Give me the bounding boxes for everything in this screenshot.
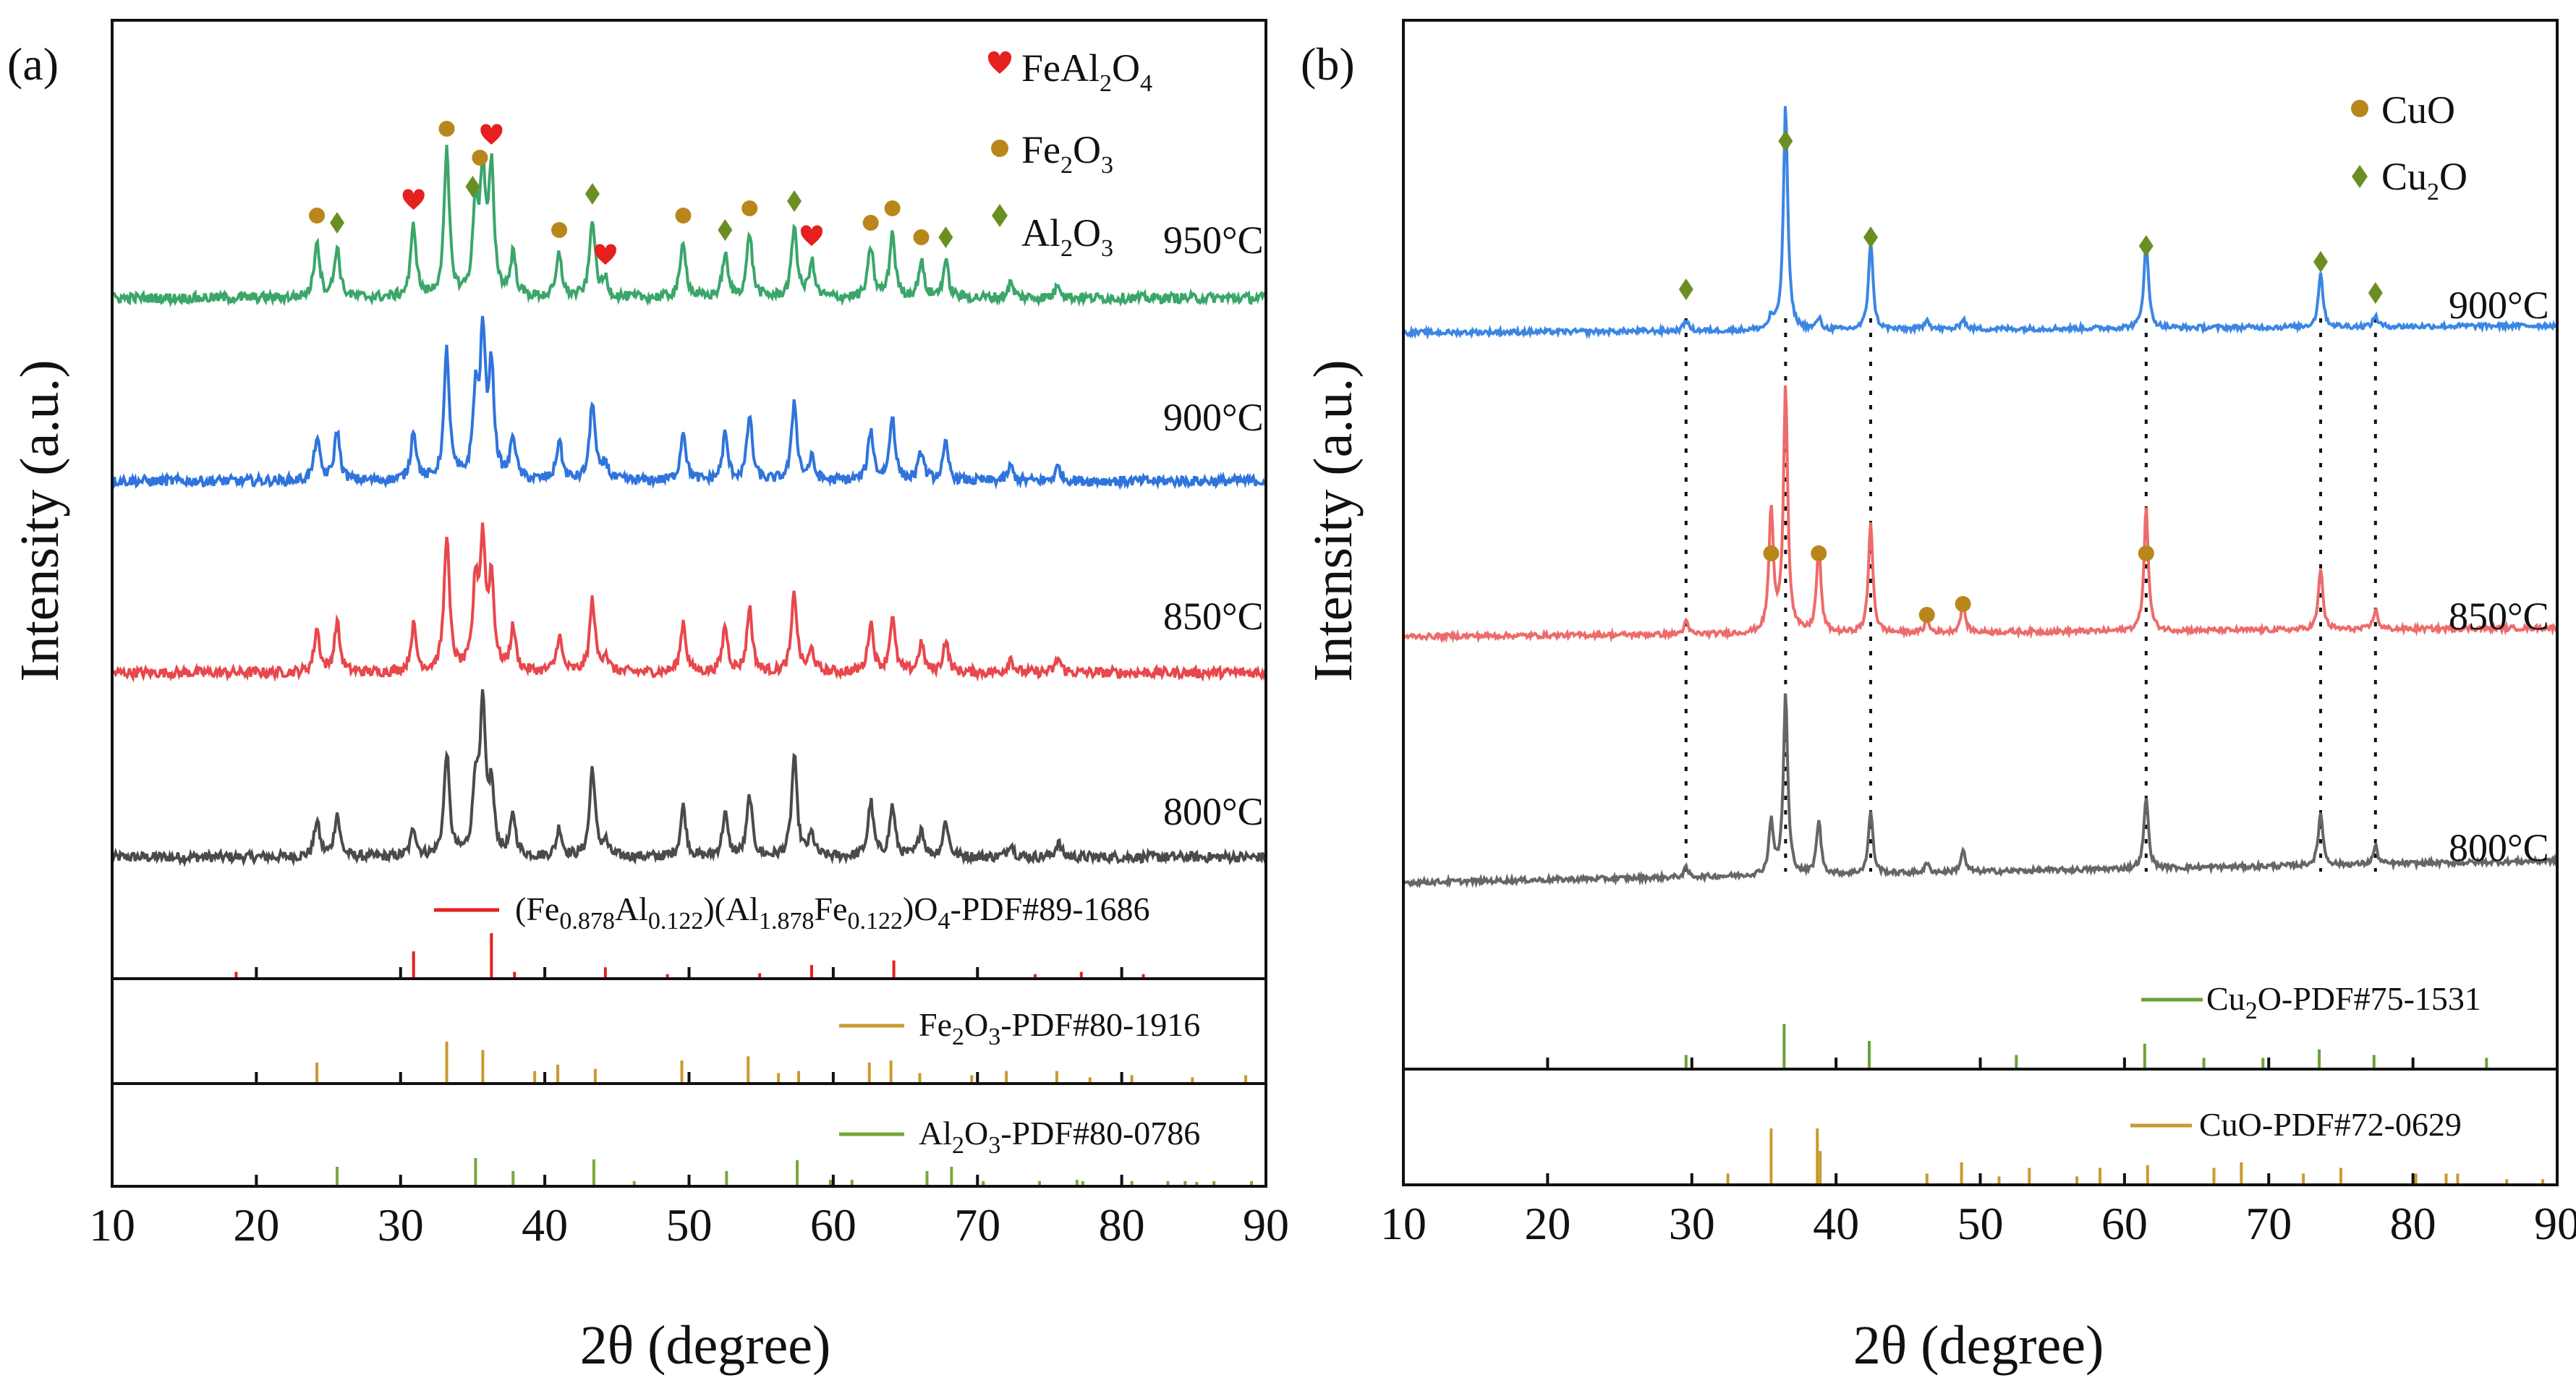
- panel-a-marker-heart-6: [480, 124, 503, 145]
- panel-b-marker-circle-3: [1955, 596, 1971, 612]
- panel-b-x-ticks: 10 20 30 40 50 60 70 80 90: [1380, 1058, 2576, 1249]
- panel-a-tick-label-40: 40: [522, 1199, 568, 1251]
- legend-item-feal2o4: FeAl2O4: [1021, 46, 1152, 97]
- panel-b-xlabel: 2θ (degree): [1853, 1315, 2104, 1376]
- legend-item-al2o3: Al2O3: [1021, 211, 1113, 262]
- panel-a-curve-900°C: [111, 315, 1267, 490]
- panel-a-tick-label-30: 30: [378, 1199, 424, 1251]
- legend-circle-icon: [2351, 100, 2368, 117]
- panel-a-marker-diamond-13: [787, 190, 802, 212]
- panel-a-marker-circle-15: [862, 215, 879, 231]
- panel-a-peak-markers: [309, 121, 953, 265]
- panel-b-marker-circle-2: [1918, 607, 1935, 623]
- panel-a-marker-circle-10: [675, 208, 692, 224]
- panel-a-tick-label-60: 60: [810, 1199, 856, 1251]
- panel-b-tick-label-60: 60: [2101, 1198, 2148, 1249]
- panel-b-marker-circle-0: [1763, 545, 1780, 561]
- panel-a-x-ticks: 10 20 30 40 50 60 70 80 90: [89, 967, 1289, 1251]
- panel-b-reference-patterns: [1684, 1024, 2545, 1185]
- panel-b-tick-label-70: 70: [2245, 1198, 2292, 1249]
- panel-b-marker-diamond-0: [1678, 278, 1693, 300]
- panel-a-marker-circle-3: [438, 121, 455, 137]
- panel-a-tick-label-50: 50: [666, 1199, 713, 1251]
- panel-b-peak-markers: [1678, 130, 2383, 623]
- panel-a-tick-label-80: 80: [1099, 1199, 1145, 1251]
- panel-b-curve-900°C: [1402, 106, 2559, 340]
- panel-b-curve-label-800: 800°C: [2449, 826, 2549, 869]
- panel-a-marker-circle-16: [884, 200, 901, 216]
- panel-a-marker-circle-17: [913, 229, 930, 245]
- panel-a-legend: FeAl2O4 Fe2O3 Al2O3: [987, 46, 1152, 262]
- panel-a-marker-diamond-11: [718, 219, 733, 241]
- legend-item-fe2o3: Fe2O3: [1021, 128, 1113, 179]
- panel-a-marker-diamond-4: [465, 176, 480, 197]
- panel-a-marker-heart-9: [594, 244, 616, 265]
- panel-b-tick-label-40: 40: [1813, 1198, 1859, 1249]
- panel-b-tick-label-20: 20: [1524, 1198, 1570, 1249]
- panel-a-marker-circle-12: [741, 200, 758, 216]
- panel-a-marker-heart-2: [402, 189, 425, 210]
- panel-a-curves: [111, 145, 1267, 868]
- panel-b: (b) Intensity (a.u.) 2θ (degree) 900°C 8…: [1301, 19, 2576, 1376]
- panel-b-marker-diamond-4: [2313, 251, 2329, 273]
- panel-b-dotted-guides: [1684, 318, 2377, 872]
- panel-a-curve-label-850: 850°C: [1163, 595, 1264, 638]
- panel-b-marker-diamond-1: [1778, 130, 1793, 152]
- panel-b-label: (b): [1301, 38, 1355, 90]
- panel-a-curve-label-900: 900°C: [1163, 396, 1264, 439]
- panel-b-curve-800°C: [1402, 693, 2559, 889]
- panel-a-tick-label-70: 70: [954, 1199, 1000, 1251]
- panel-a-tick-label-90: 90: [1243, 1199, 1289, 1251]
- panel-a-marker-diamond-18: [938, 226, 953, 248]
- panel-a-marker-circle-5: [472, 150, 488, 166]
- panel-b-curve-label-850: 850°C: [2449, 595, 2549, 638]
- panel-b-marker-diamond-2: [1863, 226, 1878, 248]
- panel-b-marker-diamond-5: [2368, 282, 2383, 304]
- panel-a-ylabel: Intensity (a.u.): [9, 360, 70, 681]
- legend-heart-icon: [987, 51, 1012, 74]
- panel-a: (a) Intensity (a.u.) 2θ (degree) 950°C 9…: [7, 19, 1289, 1376]
- ref-1531-label: Cu2O-PDF#75-1531: [2206, 980, 2481, 1024]
- ref-0629-label: CuO-PDF#72-0629: [2199, 1106, 2462, 1143]
- panel-a-tick-label-20: 20: [233, 1199, 279, 1251]
- panel-a-marker-diamond-1: [330, 212, 345, 234]
- panel-a-curve-950°C: [111, 145, 1267, 308]
- panel-a-tick-label-10: 10: [89, 1199, 135, 1251]
- ref-0786-label: Al2O3-PDF#80-0786: [919, 1115, 1200, 1159]
- panel-a-marker-diamond-8: [585, 183, 600, 205]
- ref-1686-label: (Fe0.878Al0.122)(Al1.878Fe0.122)O4-PDF#8…: [515, 890, 1150, 935]
- panel-a-curve-850°C: [111, 522, 1267, 683]
- panel-a-curve-800°C: [111, 689, 1267, 868]
- legend-item-cuo: CuO: [2381, 88, 2455, 132]
- panel-b-curves: [1402, 106, 2559, 889]
- panel-b-curve-850°C: [1402, 385, 2559, 644]
- panel-b-tick-label-90: 90: [2534, 1198, 2576, 1249]
- panel-a-marker-circle-0: [309, 208, 326, 224]
- panel-a-curve-label-800: 800°C: [1163, 790, 1264, 833]
- panel-b-marker-circle-4: [2138, 545, 2154, 561]
- legend-diamond-icon: [2352, 165, 2368, 188]
- panel-a-marker-heart-14: [800, 225, 823, 246]
- panel-b-ylabel: Intensity (a.u.): [1303, 360, 1364, 681]
- panel-b-tick-label-30: 30: [1669, 1198, 1715, 1249]
- panel-b-tick-label-10: 10: [1380, 1198, 1427, 1249]
- panel-b-tick-label-50: 50: [1957, 1198, 2004, 1249]
- panel-b-legend: CuO Cu2O: [2351, 88, 2467, 205]
- panel-b-curve-label-900: 900°C: [2449, 284, 2549, 327]
- ref-1916-label: Fe2O3-PDF#80-1916: [919, 1006, 1200, 1050]
- panel-b-marker-circle-1: [1811, 545, 1827, 561]
- panel-b-marker-diamond-3: [2138, 235, 2154, 257]
- legend-item-cu2o: Cu2O: [2381, 155, 2467, 205]
- panel-a-curve-label-950: 950°C: [1163, 218, 1264, 262]
- panel-a-label: (a): [7, 38, 59, 90]
- panel-b-tick-label-80: 80: [2390, 1198, 2436, 1249]
- legend-diamond-icon: [992, 204, 1008, 227]
- legend-circle-icon: [991, 140, 1008, 157]
- panel-a-xlabel: 2θ (degree): [580, 1315, 831, 1376]
- panel-a-marker-circle-7: [551, 222, 568, 238]
